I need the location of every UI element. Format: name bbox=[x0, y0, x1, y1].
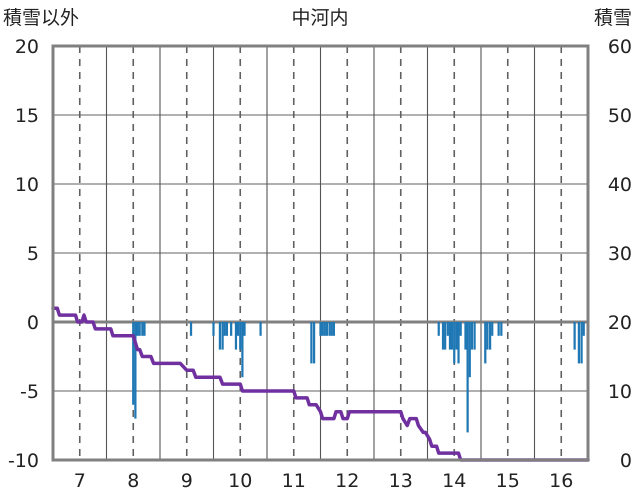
bar bbox=[500, 322, 503, 336]
x-tick-label: 12 bbox=[335, 470, 359, 492]
bar bbox=[459, 322, 462, 336]
x-tick-label: 13 bbox=[389, 470, 413, 492]
bar bbox=[470, 322, 474, 350]
right-tick-label: 30 bbox=[608, 243, 632, 265]
line-series bbox=[51, 306, 590, 462]
bar bbox=[325, 322, 329, 336]
right-tick-label: 50 bbox=[608, 105, 632, 127]
left-tick-label: 20 bbox=[15, 36, 39, 58]
right-tick-label: 0 bbox=[620, 450, 632, 472]
bar bbox=[448, 322, 452, 350]
bar bbox=[221, 322, 224, 350]
bar bbox=[225, 322, 228, 336]
bar bbox=[497, 322, 500, 336]
right-tick-label: 20 bbox=[608, 312, 632, 334]
bar bbox=[332, 322, 335, 336]
left-axis-title: 積雪以外 bbox=[3, 7, 79, 29]
snow-depth-line bbox=[51, 306, 590, 462]
bar bbox=[230, 322, 233, 336]
bar bbox=[330, 322, 333, 336]
bar bbox=[218, 322, 222, 350]
bar bbox=[310, 322, 313, 364]
plot-frame bbox=[51, 44, 590, 462]
right-tick-label: 60 bbox=[608, 36, 632, 58]
x-tick-label: 14 bbox=[442, 470, 466, 492]
bar bbox=[319, 322, 322, 336]
x-tick-label: 15 bbox=[496, 470, 520, 492]
bar bbox=[239, 322, 242, 350]
left-tick-label: 10 bbox=[15, 174, 39, 196]
left-tick-label: 0 bbox=[27, 312, 39, 334]
bar bbox=[323, 322, 326, 336]
bar bbox=[450, 322, 454, 350]
x-tick-label: 8 bbox=[127, 470, 139, 492]
bar bbox=[223, 322, 226, 336]
bar bbox=[259, 322, 262, 336]
bar bbox=[582, 322, 585, 336]
right-tick-label: 10 bbox=[608, 381, 632, 403]
bar bbox=[484, 322, 487, 364]
bar bbox=[488, 322, 492, 350]
chart-title: 中河内 bbox=[291, 7, 348, 29]
x-tick-label: 9 bbox=[181, 470, 193, 492]
bar bbox=[577, 322, 581, 364]
bar bbox=[212, 322, 215, 336]
bar bbox=[189, 322, 193, 336]
bar bbox=[437, 322, 440, 336]
left-tick-label: 15 bbox=[15, 105, 39, 127]
bar bbox=[143, 322, 146, 336]
bar bbox=[580, 322, 583, 364]
right-axis-title: 積雪 bbox=[594, 7, 632, 29]
bar bbox=[466, 322, 469, 433]
bar bbox=[444, 322, 447, 350]
bar bbox=[134, 322, 137, 419]
tick-labels: -10 -5 0 5 10 15 20 0 10 20 30 40 50 60 7 8 9 10 11 12 13 14 1… bbox=[8, 36, 632, 492]
bar bbox=[486, 322, 489, 350]
bar bbox=[573, 322, 576, 350]
right-tick-label: 40 bbox=[608, 174, 632, 196]
bar bbox=[468, 322, 471, 378]
bar bbox=[455, 322, 458, 350]
bar bbox=[136, 322, 139, 336]
bar bbox=[138, 322, 141, 336]
bar bbox=[457, 322, 460, 364]
bar bbox=[453, 322, 456, 364]
bar bbox=[441, 322, 445, 350]
plot-border bbox=[51, 44, 590, 462]
bar bbox=[236, 322, 240, 336]
bar bbox=[234, 322, 238, 350]
left-tick-label: 5 bbox=[27, 243, 39, 265]
bar bbox=[312, 322, 316, 364]
bar bbox=[491, 322, 494, 336]
bar bbox=[321, 322, 324, 336]
x-tick-label: 16 bbox=[549, 470, 573, 492]
left-tick-label: -10 bbox=[8, 450, 39, 472]
bar bbox=[141, 322, 144, 336]
bar bbox=[464, 322, 467, 350]
x-tick-label: 11 bbox=[282, 470, 306, 492]
bar bbox=[241, 322, 244, 378]
bar bbox=[132, 322, 135, 405]
left-tick-label: -5 bbox=[20, 381, 39, 403]
bar bbox=[473, 322, 476, 350]
x-tick-label: 10 bbox=[228, 470, 252, 492]
bar bbox=[243, 322, 246, 336]
bar-series bbox=[132, 322, 585, 433]
bar bbox=[328, 322, 331, 336]
x-tick-label: 7 bbox=[74, 470, 86, 492]
bar bbox=[446, 322, 449, 336]
